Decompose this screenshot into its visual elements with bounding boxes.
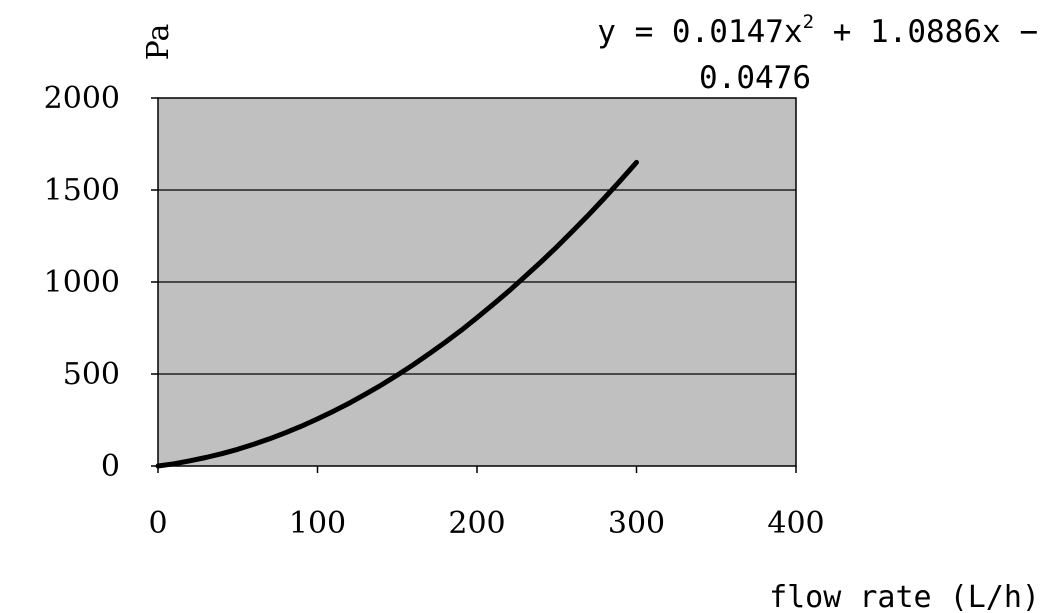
y-tick-label-1000: 1000 [44,265,120,300]
x-axis-label: flow rate (L/h) [769,580,1040,613]
trendline-equation-line1: y = 0.0147x2 + 1.0886x − [597,11,1038,50]
equation-suffix: + 1.0886x − [814,14,1038,50]
y-tick-label-2000: 2000 [44,81,120,116]
equation-exponent: 2 [803,11,814,33]
x-tick-label-200: 200 [448,506,505,541]
trendline-equation-line2: 0.0476 [699,60,811,96]
gridlines [158,189,796,375]
series-line [155,159,639,469]
y-axis-label: Pa [141,24,176,61]
y-axis: 0 500 1000 1500 2000 [44,81,158,484]
x-tick-label-400: 400 [767,506,824,541]
y-tick-label-1500: 1500 [44,173,120,208]
x-tick-label-300: 300 [608,506,665,541]
x-tick-label-0: 0 [148,506,167,541]
equation-prefix: y = 0.0147x [597,14,802,50]
y-tick-label-500: 500 [63,357,120,392]
x-tick-label-100: 100 [289,506,346,541]
x-axis: 0 100 200 300 400 [148,466,825,541]
y-tick-label-0: 0 [101,449,120,484]
